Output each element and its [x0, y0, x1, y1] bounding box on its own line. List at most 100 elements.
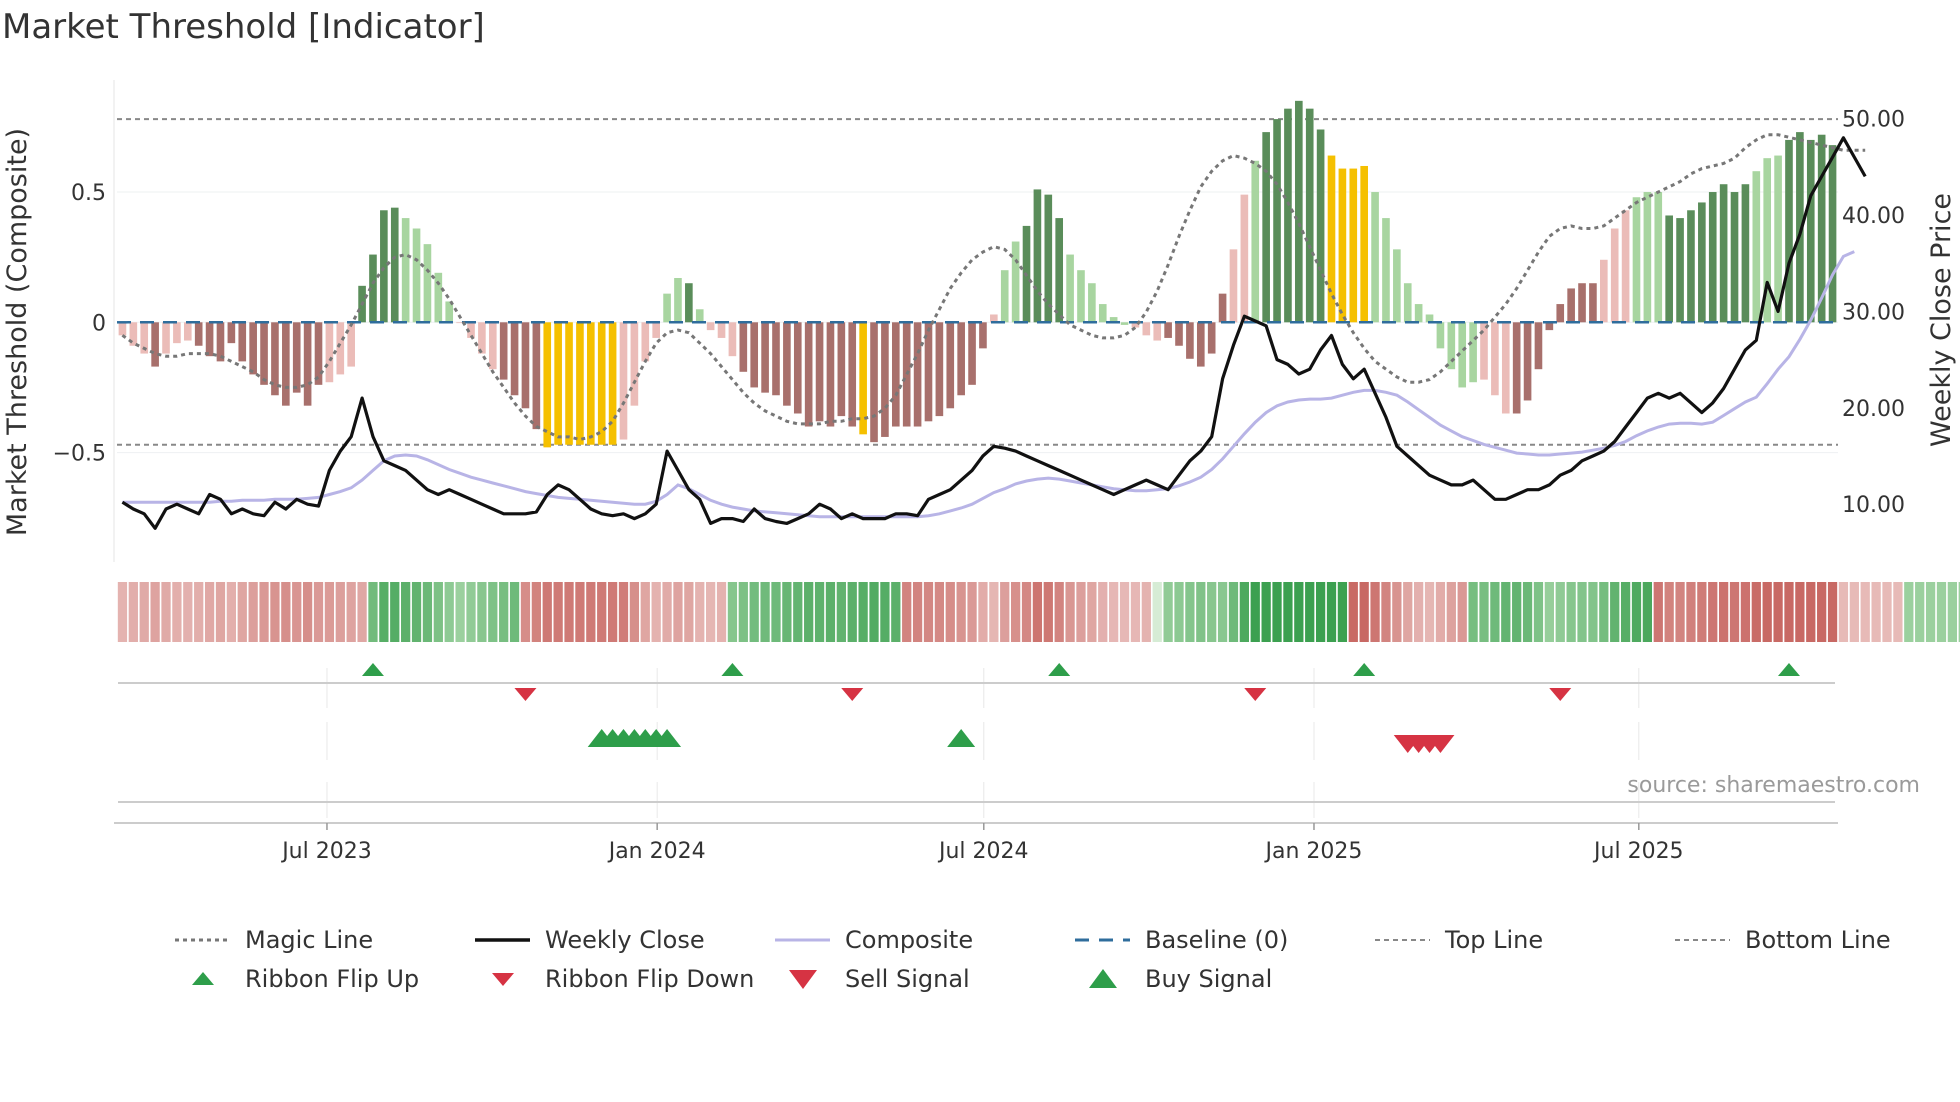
composite-bar — [1044, 194, 1053, 323]
composite-bar — [891, 322, 900, 427]
ribbon-segment — [1544, 582, 1554, 642]
ribbon-segment — [1435, 582, 1446, 642]
composite-bar — [1175, 322, 1183, 346]
composite-bar — [1262, 132, 1270, 323]
composite-bar — [1109, 317, 1118, 323]
ribbon-segment — [1675, 582, 1685, 642]
composite-bar — [1360, 165, 1368, 323]
composite-bar — [652, 322, 660, 338]
ribbon-segment — [1021, 582, 1032, 642]
composite-bar — [717, 322, 726, 338]
composite-bar — [924, 322, 933, 422]
composite-bar — [1436, 322, 1445, 349]
composite-bar — [608, 322, 617, 445]
ribbon-segment — [172, 582, 182, 642]
composite-bar — [815, 322, 824, 422]
ribbon-segment — [1239, 582, 1249, 642]
composite-bar — [1676, 218, 1684, 323]
ribbon-segment — [455, 582, 465, 642]
right-tick-label: 40.00 — [1842, 204, 1905, 229]
ribbon-segment — [1925, 582, 1936, 642]
ribbon-segment — [695, 582, 705, 642]
composite-bar — [412, 228, 421, 323]
ribbon-segment — [444, 582, 454, 642]
composite-bar — [685, 283, 693, 323]
ribbon-segment — [967, 582, 977, 642]
composite-bar — [859, 322, 867, 435]
ribbon-segment — [1490, 582, 1500, 642]
ribbon-segment — [215, 582, 226, 642]
ribbon-segment — [651, 582, 661, 642]
composite-bar — [303, 322, 312, 406]
ribbon-flip-up-marker — [1777, 663, 1800, 676]
ribbon-segment — [1610, 582, 1620, 642]
composite-bar — [1698, 202, 1706, 323]
ribbon-segment — [847, 582, 857, 642]
composite-bar — [1817, 134, 1826, 323]
composite-bar — [695, 309, 704, 323]
ribbon-segment — [1348, 582, 1358, 642]
ribbon-segment — [1871, 582, 1881, 642]
composite-bar — [390, 207, 399, 323]
composite-bar — [1011, 241, 1020, 323]
composite-bar — [151, 322, 159, 367]
ribbon-segment — [128, 582, 138, 642]
ribbon-segment — [782, 582, 792, 642]
ribbon-segment — [629, 582, 640, 642]
ribbon-segment — [1827, 582, 1838, 642]
right-axis-label: Weekly Close Price — [1926, 193, 1957, 447]
ribbon-segment — [1936, 582, 1947, 642]
composite-bar — [194, 322, 203, 346]
legend-sell-swatch — [789, 970, 817, 989]
composite-bar — [1447, 322, 1456, 370]
composite-bar — [1033, 189, 1042, 323]
ribbon-segment — [1958, 582, 1960, 642]
ribbon-segment — [499, 582, 509, 642]
ribbon-segment — [1217, 582, 1228, 642]
ribbon-segment — [640, 582, 650, 642]
legend-label: Weekly Close — [545, 926, 705, 954]
composite-bar — [271, 322, 279, 396]
ribbon-segment — [1000, 582, 1010, 642]
composite-bar — [1120, 322, 1129, 325]
ribbon-segment — [226, 582, 236, 642]
composite-bar — [543, 322, 552, 448]
ribbon-segment — [204, 582, 215, 642]
composite-bar — [1643, 192, 1652, 323]
composite-bar — [946, 322, 955, 409]
ribbon-segment — [1315, 582, 1326, 642]
composite-bar — [804, 322, 813, 427]
ribbon-segment — [313, 582, 324, 642]
composite-bar — [554, 322, 562, 445]
ribbon-segment — [738, 582, 748, 642]
ribbon-segment — [1501, 582, 1511, 642]
composite-bar — [1600, 259, 1608, 323]
composite-bar — [129, 322, 138, 346]
weekly-close-line — [121, 136, 1867, 530]
composite-bar — [1196, 322, 1205, 367]
chart-title: Market Threshold [Indicator] — [2, 7, 485, 47]
composite-bar — [1327, 155, 1336, 323]
composite-bar — [282, 322, 290, 406]
ribbon-segment — [466, 582, 476, 642]
ribbon-segment — [836, 582, 846, 642]
composite-bar — [434, 272, 443, 323]
ribbon-segment — [673, 582, 683, 642]
composite-bar — [597, 322, 606, 445]
ribbon-segment — [1577, 582, 1587, 642]
legend-label: Buy Signal — [1145, 965, 1272, 993]
ribbon-segment — [1719, 582, 1729, 642]
composite-bar — [1066, 254, 1074, 323]
composite-bar — [783, 322, 791, 406]
ribbon-segment — [1512, 582, 1522, 642]
composite-bar — [1316, 129, 1325, 323]
trend-ribbon — [117, 582, 1960, 642]
ribbon-segment — [1762, 582, 1772, 642]
composite-bar — [641, 322, 650, 362]
ribbon-segment — [509, 582, 520, 642]
ribbon-segment — [1207, 582, 1217, 642]
ribbon-segment — [1294, 582, 1304, 642]
ribbon-segment — [1893, 582, 1903, 642]
composite-bar — [1273, 119, 1281, 323]
ribbon-segment — [1446, 582, 1456, 642]
